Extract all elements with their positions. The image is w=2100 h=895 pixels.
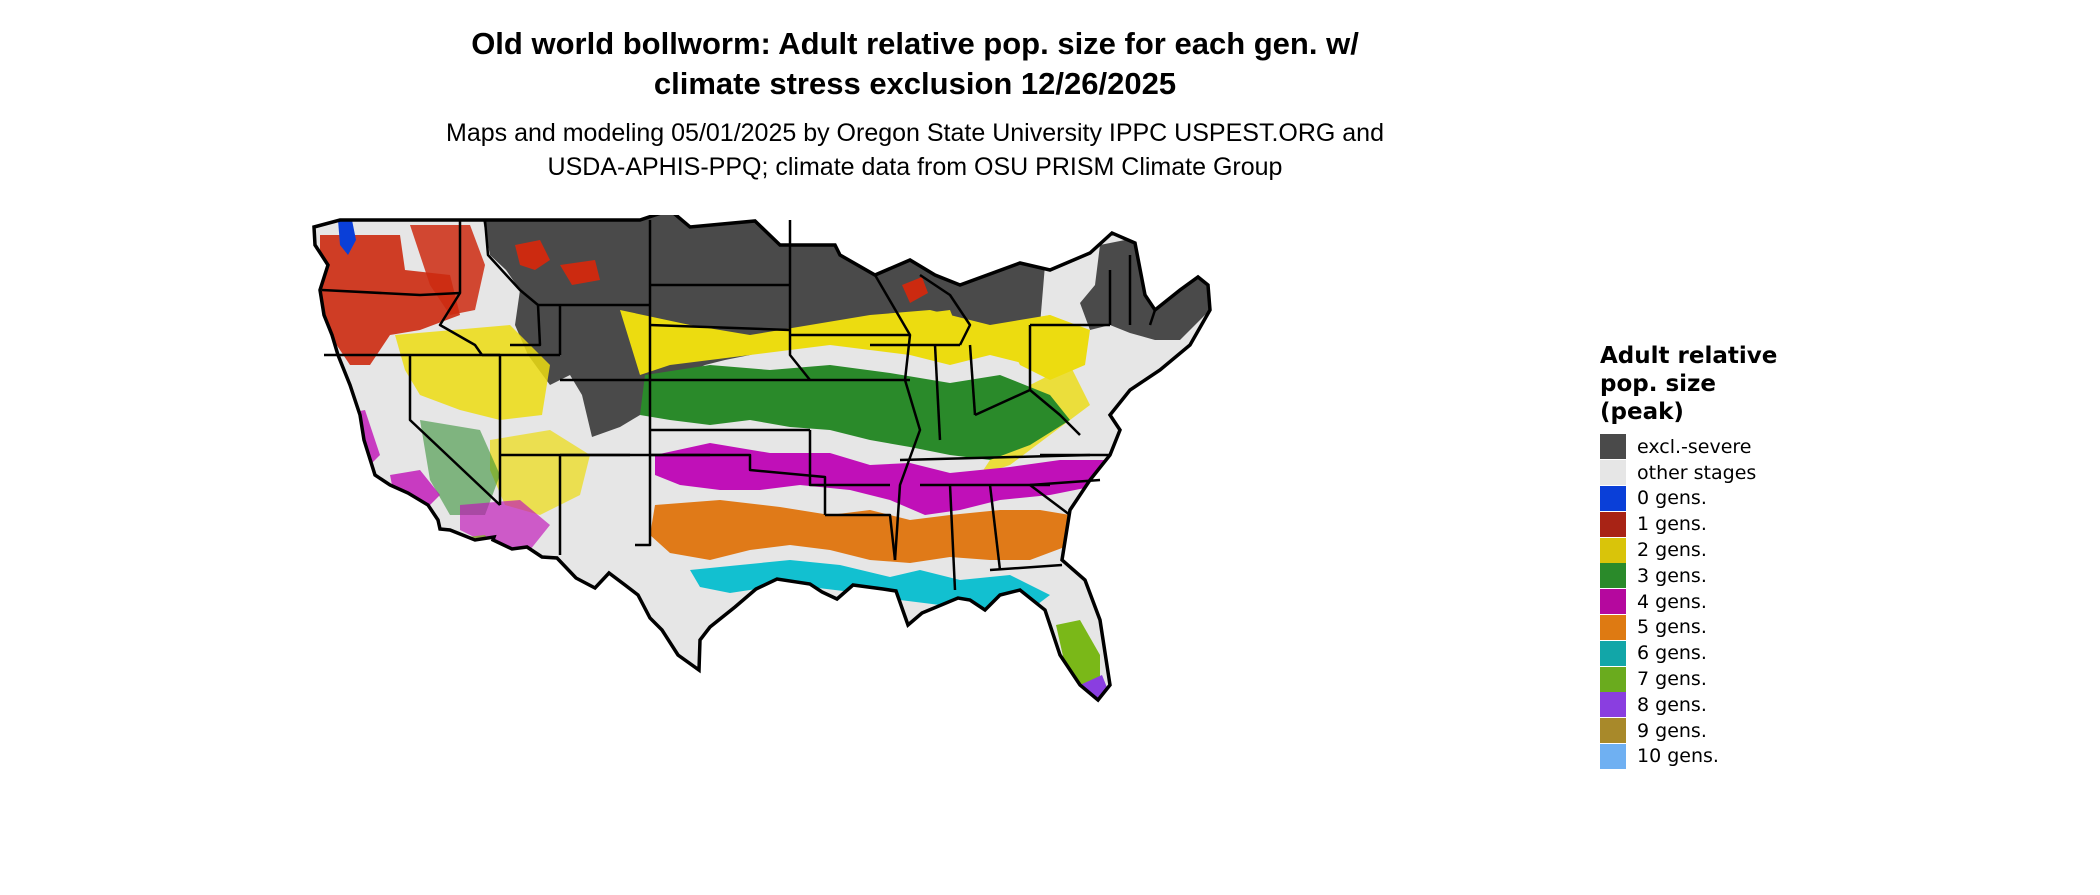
state-borders	[321, 219, 1157, 591]
region-1-gen-northwest	[320, 235, 460, 365]
legend-item-label: 0 gens.	[1637, 487, 1707, 510]
region-2-gen-plains-band	[620, 310, 1080, 375]
border-dakota-mn	[788, 220, 811, 381]
legend-item: 1 gens.	[1600, 511, 1840, 537]
legend-item-label: 10 gens.	[1637, 745, 1719, 768]
map-subtitle-block: Maps and modeling 05/01/2025 by Oregon S…	[0, 116, 1830, 184]
swatch-2-gens	[1600, 537, 1626, 563]
swatch-0-gens	[1600, 485, 1626, 511]
legend-title-line-2: pop. size	[1600, 371, 1717, 397]
border-wa-id	[438, 220, 484, 356]
legend-item-label: 1 gens.	[1637, 513, 1707, 536]
region-0-gen-cascades	[338, 220, 356, 255]
legend-item-label: 8 gens.	[1637, 693, 1707, 716]
border-mississippi-river	[873, 274, 922, 561]
border-ky-wv-va	[974, 388, 1081, 436]
legend-item-label: 7 gens.	[1637, 668, 1707, 691]
border-ca-nv	[408, 355, 501, 506]
legend-item-label: 6 gens.	[1637, 642, 1707, 665]
map-title-block: Old world bollworm: Adult relative pop. …	[0, 24, 1830, 184]
map-title-line-1: Old world bollworm: Adult relative pop. …	[471, 26, 1359, 61]
legend-item-label: other stages	[1637, 461, 1757, 484]
region-1-gen-idaho	[410, 225, 485, 315]
legend-item: 4 gens.	[1600, 589, 1840, 615]
legend-item: 2 gens.	[1600, 537, 1840, 563]
region-3-gen-central-band	[640, 365, 1070, 460]
map-fill-layer	[314, 215, 1210, 700]
border-nm-tx	[635, 380, 652, 547]
us-outline	[312, 215, 1212, 703]
swatch-other-stages	[1600, 460, 1626, 486]
legend-item: 7 gens.	[1600, 666, 1840, 692]
border-ga-sc	[1029, 484, 1071, 516]
swatch-5-gens	[1600, 614, 1626, 640]
border-il-in	[933, 344, 942, 441]
legend-title: Adult relative pop. size (peak)	[1600, 342, 1840, 426]
legend-item: 6 gens.	[1600, 640, 1840, 666]
swatch-9-gens	[1600, 718, 1626, 744]
border-ga-fl	[989, 563, 1063, 572]
us-map-container	[310, 215, 1590, 895]
region-1-gen-montana-patches	[515, 240, 600, 285]
region-5-gen-gulf-band	[650, 500, 1070, 563]
border-id-mt	[483, 219, 542, 347]
border-new-england	[1108, 255, 1157, 326]
border-nc-sc	[1029, 478, 1101, 487]
legend-item: 0 gens.	[1600, 485, 1840, 512]
legend-title-line-3: (peak)	[1600, 399, 1684, 425]
border-mo-ar	[808, 430, 890, 487]
legend-item: excl.-severe	[1600, 434, 1840, 460]
map-subtitle-line-2: USDA-APHIS-PPQ; climate data from OSU PR…	[547, 153, 1283, 181]
swatch-7-gens	[1600, 666, 1626, 692]
legend-item-label: excl.-severe	[1637, 435, 1752, 458]
swatch-1-gens	[1600, 511, 1626, 537]
legend-item-label: 9 gens.	[1637, 719, 1707, 742]
map-subtitle-line-1: Maps and modeling 05/01/2025 by Oregon S…	[446, 119, 1384, 147]
legend-item: 10 gens.	[1600, 743, 1840, 770]
region-7-gen-florida	[1056, 620, 1100, 690]
swatch-excl-severe	[1600, 434, 1626, 460]
region-2-gen-great-basin	[395, 325, 550, 420]
legend-item-label: 4 gens.	[1637, 590, 1707, 613]
legend-item-label: 3 gens.	[1637, 564, 1707, 587]
border-ms-al	[948, 484, 957, 591]
region-2-gen-southwest-highlands	[490, 430, 590, 515]
border-ok-tx	[650, 453, 827, 515]
legend-item: 9 gens.	[1600, 718, 1840, 744]
legend-item: 3 gens.	[1600, 563, 1840, 589]
border-al-ga	[988, 484, 1002, 571]
legend-title-line-1: Adult relative	[1600, 343, 1778, 369]
border-mi-peninsula	[919, 273, 972, 346]
border-sd-ne	[649, 323, 791, 332]
us-generation-map	[312, 215, 1212, 703]
legend-item: other stages	[1600, 460, 1840, 486]
swatch-10-gens	[1600, 743, 1626, 769]
swatch-8-gens	[1600, 692, 1626, 718]
legend-items: excl.-severe other stages 0 gens. 1 gens. 2 …	[1600, 434, 1840, 769]
region-1-gen-michigan	[902, 277, 928, 303]
legend-item-label: 5 gens.	[1637, 616, 1707, 639]
legend-item: 5 gens.	[1600, 614, 1840, 641]
legend-item-label: 2 gens.	[1637, 539, 1707, 562]
border-ar-la	[825, 513, 897, 561]
region-4-gen-southern-band	[655, 443, 1110, 515]
swatch-6-gens	[1600, 640, 1626, 666]
border-wa-or	[321, 288, 461, 297]
region-7-gen-south-texas	[825, 600, 875, 655]
border-in-oh	[968, 344, 977, 416]
map-title-line-2: climate stress exclusion 12/26/2025	[653, 66, 1177, 101]
region-2-gen-great-lakes	[908, 310, 1090, 380]
swatch-4-gens	[1600, 589, 1626, 615]
map-legend: Adult relative pop. size (peak) excl.-se…	[1600, 342, 1840, 769]
legend-item: 8 gens.	[1600, 692, 1840, 718]
swatch-3-gens	[1600, 563, 1626, 589]
